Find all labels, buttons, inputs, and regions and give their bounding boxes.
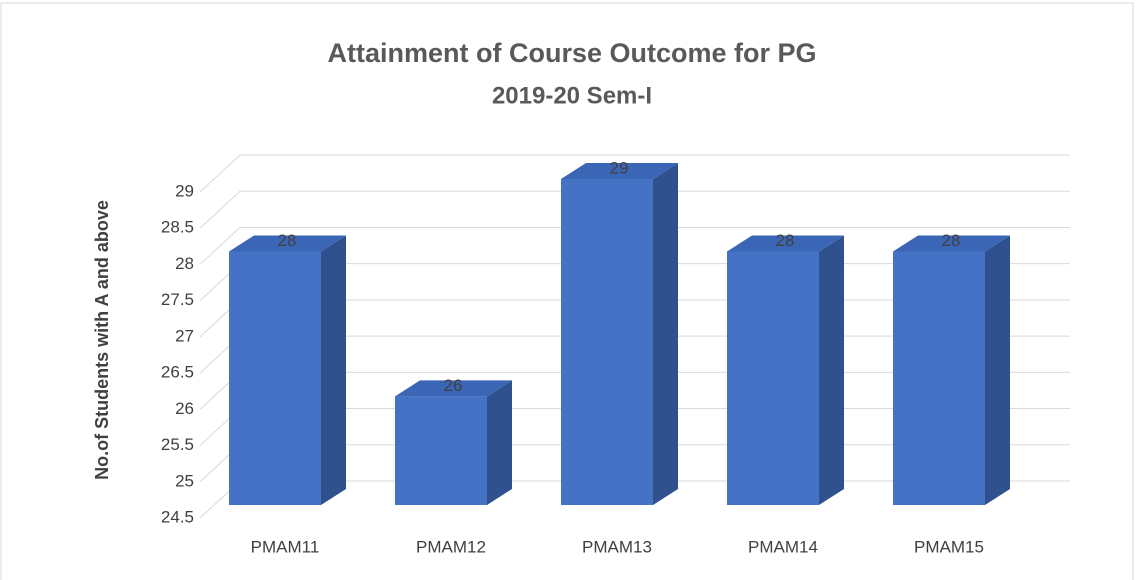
x-tick-label: PMAM12 <box>416 537 486 556</box>
bar-top <box>727 235 844 252</box>
y-tick-label: 29 <box>175 181 194 200</box>
y-tick-label: 27.5 <box>161 290 194 309</box>
data-label: 26 <box>444 376 463 395</box>
bar-side <box>321 235 346 505</box>
chart-subtitle: 2019-20 Sem-I <box>492 82 652 109</box>
y-tick-label: 28 <box>175 254 194 273</box>
bar <box>229 251 321 505</box>
bar-top <box>561 163 678 179</box>
bar <box>561 179 653 505</box>
bar-side <box>819 235 844 505</box>
y-axis-title: No.of Students with A and above <box>92 200 112 480</box>
data-label: 28 <box>776 231 795 250</box>
y-tick-label: 26.5 <box>161 363 194 382</box>
bar-top <box>893 235 1010 252</box>
data-label: 28 <box>278 231 297 250</box>
bar-top <box>395 380 512 397</box>
bar-side <box>985 235 1010 505</box>
y-tick-label: 25 <box>175 471 194 490</box>
y-tick-label: 27 <box>175 326 194 345</box>
bar-side <box>653 163 678 505</box>
x-tick-label: PMAM13 <box>582 537 652 556</box>
data-label: 29 <box>610 158 629 177</box>
y-tick-label: 28.5 <box>161 218 194 237</box>
x-tick-label: PMAM11 <box>251 537 320 556</box>
grid-line <box>199 226 1070 265</box>
chart-title: Attainment of Course Outcome for PG <box>327 38 816 68</box>
bar <box>727 251 819 505</box>
bar-top <box>229 235 346 252</box>
x-tick-label: PMAM15 <box>914 537 984 556</box>
y-tick-label: 26 <box>175 399 194 418</box>
bar-side <box>487 380 512 505</box>
bar <box>395 396 487 505</box>
y-tick-label: 24.5 <box>161 507 194 526</box>
grid-line <box>199 190 1070 229</box>
data-label: 28 <box>942 231 961 250</box>
bar <box>893 251 985 505</box>
y-tick-label: 25.5 <box>161 435 194 454</box>
x-tick-label: PMAM14 <box>748 537 818 556</box>
grid-line <box>199 154 1070 193</box>
